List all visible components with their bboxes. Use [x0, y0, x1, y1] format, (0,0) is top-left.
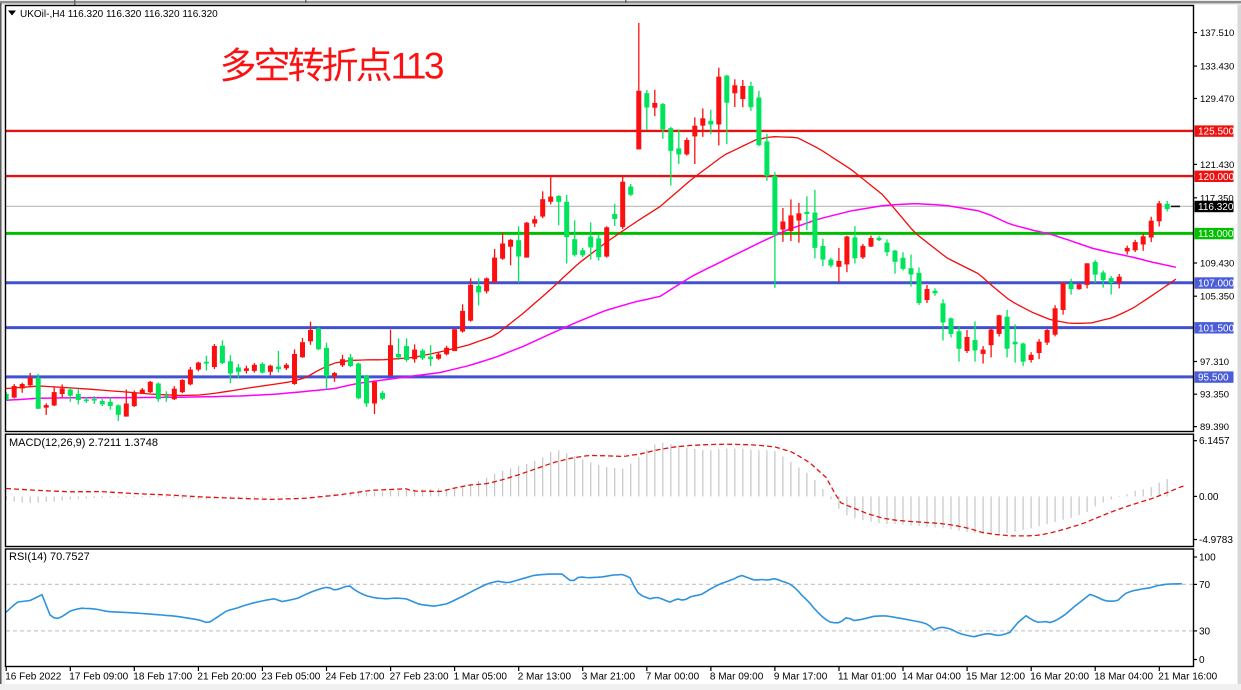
svg-text:-4.9783: -4.9783	[1199, 535, 1233, 546]
svg-text:UKOil-,H4 116.320 116.320 116: UKOil-,H4 116.320 116.320 116.320 116.32…	[20, 9, 218, 20]
svg-text:133.430: 133.430	[1200, 62, 1234, 73]
svg-text:117.350: 117.350	[1200, 193, 1234, 204]
svg-text:6.1457: 6.1457	[1199, 436, 1230, 447]
svg-text:109.430: 109.430	[1200, 259, 1234, 270]
svg-text:100: 100	[1199, 553, 1216, 564]
svg-text:16 Feb 2022: 16 Feb 2022	[5, 672, 62, 683]
svg-text:120.000: 120.000	[1198, 172, 1235, 183]
svg-text:105.350: 105.350	[1200, 292, 1234, 303]
svg-text:121.430: 121.430	[1200, 160, 1234, 171]
svg-text:95.500: 95.500	[1198, 373, 1229, 384]
svg-text:0.00: 0.00	[1199, 492, 1219, 503]
svg-text:1 Mar 05:00: 1 Mar 05:00	[454, 672, 508, 683]
svg-text:89.390: 89.390	[1200, 422, 1229, 433]
svg-text:129.470: 129.470	[1200, 94, 1234, 105]
svg-text:113.000: 113.000	[1198, 229, 1234, 240]
svg-text:24 Feb 17:00: 24 Feb 17:00	[326, 672, 385, 683]
svg-text:11 Mar 01:00: 11 Mar 01:00	[838, 672, 897, 683]
svg-text:3 Mar 21:00: 3 Mar 21:00	[582, 672, 636, 683]
svg-text:70: 70	[1199, 580, 1211, 591]
svg-text:16 Mar 20:00: 16 Mar 20:00	[1030, 672, 1089, 683]
svg-text:17 Feb 09:00: 17 Feb 09:00	[69, 672, 128, 683]
svg-text:93.350: 93.350	[1200, 390, 1229, 401]
svg-text:21 Feb 20:00: 21 Feb 20:00	[197, 672, 256, 683]
svg-text:2 Mar 13:00: 2 Mar 13:00	[518, 672, 572, 683]
svg-text:125.500: 125.500	[1198, 127, 1235, 138]
svg-text:8 Mar 09:00: 8 Mar 09:00	[710, 672, 764, 683]
svg-text:7 Mar 00:00: 7 Mar 00:00	[646, 672, 700, 683]
svg-text:14 Mar 04:00: 14 Mar 04:00	[902, 672, 961, 683]
svg-text:RSI(14) 70.7527: RSI(14) 70.7527	[9, 551, 90, 563]
svg-text:137.510: 137.510	[1200, 28, 1234, 39]
svg-text:15 Mar 12:00: 15 Mar 12:00	[966, 672, 1025, 683]
svg-text:101.500: 101.500	[1198, 323, 1235, 334]
svg-text:0: 0	[1199, 655, 1205, 666]
svg-text:9 Mar 17:00: 9 Mar 17:00	[774, 672, 828, 683]
svg-text:23 Feb 05:00: 23 Feb 05:00	[261, 672, 320, 683]
svg-text:113: 113	[391, 46, 443, 87]
svg-text:116.320: 116.320	[1198, 202, 1234, 213]
svg-text:18 Feb 17:00: 18 Feb 17:00	[133, 672, 192, 683]
svg-text:107.000: 107.000	[1198, 279, 1235, 290]
svg-text:21 Mar 16:00: 21 Mar 16:00	[1158, 672, 1217, 683]
svg-text:MACD(12,26,9) 2.7211 1.3748: MACD(12,26,9) 2.7211 1.3748	[9, 437, 158, 449]
svg-text:97.310: 97.310	[1200, 357, 1229, 368]
svg-text:27 Feb 23:00: 27 Feb 23:00	[390, 672, 449, 683]
svg-text:18 Mar 04:00: 18 Mar 04:00	[1094, 672, 1153, 683]
svg-text:30: 30	[1199, 626, 1211, 637]
